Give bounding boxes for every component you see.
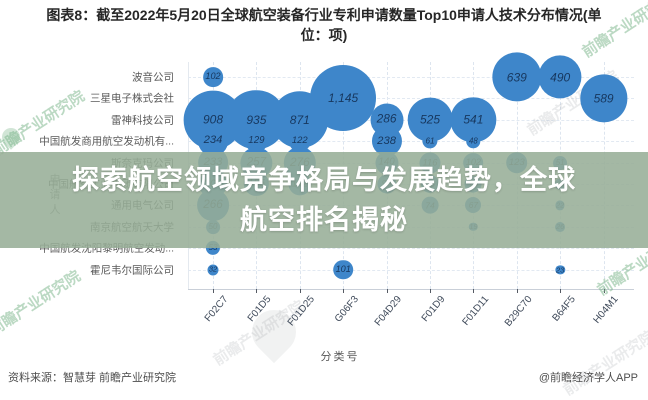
gridline-horizontal (188, 141, 634, 143)
bubble-value: 286 (376, 111, 397, 126)
bubble: 102 (203, 67, 223, 87)
bubble-value: 129 (248, 135, 265, 147)
x-category-label-text: F01D11 (459, 294, 491, 328)
gridline-horizontal (188, 77, 634, 78)
gridline-horizontal (188, 269, 634, 271)
bubble: 101 (333, 259, 353, 280)
x-axis-line (188, 289, 634, 290)
bubble-value: 48 (469, 136, 478, 146)
x-category-label-text: B64F5 (550, 294, 578, 324)
app-credit: @前瞻经济学人APP (538, 372, 638, 384)
bubble-value: 908 (202, 112, 224, 127)
y-category-label: 中国航发商用航空发动机有... (39, 135, 174, 148)
axis-tick (213, 289, 214, 293)
bubble-value: 238 (377, 134, 397, 147)
y-category-label: 霍尼韦尔国际公司 (90, 264, 174, 277)
axis-tick (299, 289, 301, 293)
bubble-value: 122 (291, 135, 308, 147)
bubble-value: 541 (463, 112, 484, 127)
bubble-value: 1,145 (328, 91, 359, 106)
bubble-value: 589 (593, 91, 614, 106)
bubble-value: 639 (506, 70, 527, 84)
bubble-value: 32 (208, 264, 218, 274)
axis-tick (516, 289, 518, 293)
bubble-value: 525 (419, 112, 441, 127)
data-source-note: 资料来源：智慧芽 前瞻产业研究院 (8, 372, 177, 384)
x-category-label-text: F02C7 (202, 294, 231, 325)
axis-tick (430, 289, 431, 293)
bubble: 129 (245, 130, 268, 153)
axis-tick (473, 289, 475, 293)
bubble: 48 (466, 134, 481, 148)
bubble: 490 (538, 55, 582, 99)
x-category-label-text: F01D5 (246, 294, 274, 325)
y-category-label: 三星电子株式会社 (90, 92, 174, 105)
chart-title: 图表8：截至2022年5月20日全球航空装备行业专利申请数量Top10申请人技术… (10, 6, 638, 46)
x-axis-title: 分类号 (320, 351, 360, 363)
x-category-label-text: F01D9 (419, 294, 448, 325)
axis-tick (386, 289, 388, 293)
x-category-label-text: G06F3 (332, 294, 361, 325)
y-category-label: 波音公司 (132, 71, 174, 84)
axis-tick (343, 289, 345, 293)
gridline-horizontal (188, 98, 634, 100)
bubble: 61 (422, 133, 438, 149)
bubble-value: 102 (205, 71, 221, 82)
bubble: 639 (492, 52, 542, 102)
bubble: 32 (207, 264, 219, 276)
chart-title-line2: 位：项) (300, 26, 348, 43)
axis-tick (560, 289, 562, 293)
bubble-value: 101 (335, 264, 351, 275)
overlay-line2: 航空排名揭秘 (240, 205, 408, 235)
bubble-value: 61 (425, 136, 435, 146)
chart-title-line1: 图表8：截至2022年5月20日全球航空装备行业专利申请数量Top10申请人技术… (46, 7, 602, 23)
bubble: 589 (579, 74, 628, 123)
bubble-value: 871 (289, 112, 310, 127)
bubble-value: 234 (203, 134, 223, 147)
axis-tick (256, 289, 258, 293)
axis-tick (603, 289, 605, 293)
x-category-label-text: F01D25 (285, 294, 318, 329)
promo-overlay-banner: 探索航空领域竞争格局与发展趋势，全球 航空排名揭秘 (0, 152, 648, 248)
x-category-label-text: B29C70 (502, 294, 535, 329)
bubble-value: 490 (550, 70, 571, 84)
bubble: 23 (555, 264, 565, 275)
y-category-label: 雷神科技公司 (111, 114, 174, 127)
x-category-label-text: F04D29 (372, 294, 405, 329)
bubble-value: 23 (556, 264, 565, 274)
overlay-line1: 探索航空领域竞争格局与发展趋势，全球 (72, 165, 576, 195)
bubble-value: 935 (246, 112, 267, 127)
x-category-label-text: H04M1 (591, 294, 622, 326)
gridline-horizontal (188, 248, 634, 250)
